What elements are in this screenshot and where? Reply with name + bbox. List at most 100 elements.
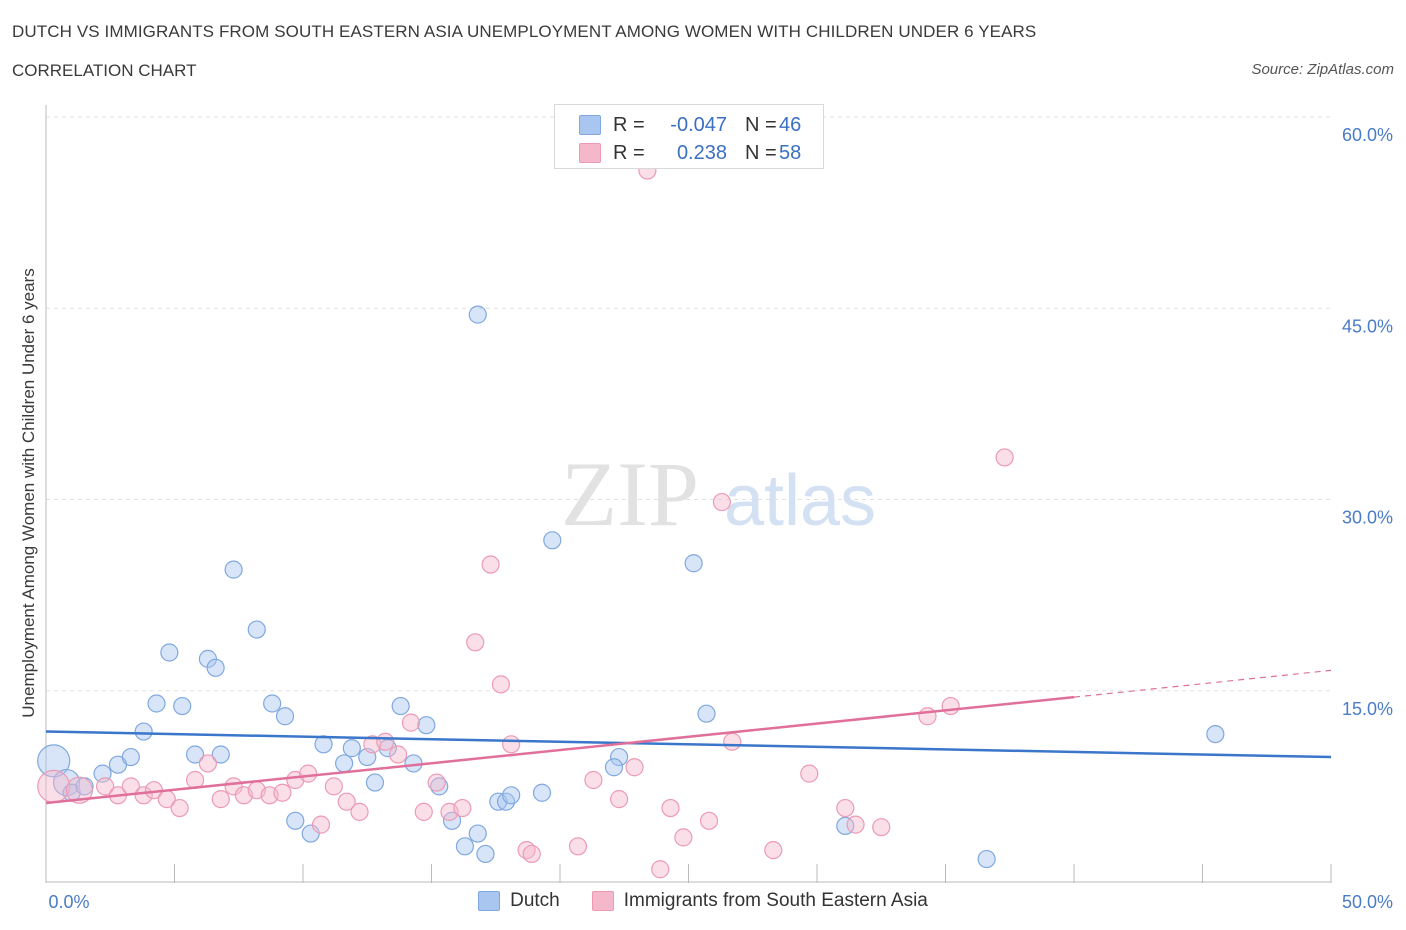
grid-lines — [46, 116, 1331, 692]
data-point — [723, 732, 742, 751]
legend-label-dutch: Dutch — [510, 890, 560, 911]
data-point — [712, 492, 732, 512]
data-point — [481, 555, 500, 574]
data-point — [468, 824, 487, 843]
y-tick-label: 60.0% — [1342, 125, 1393, 145]
data-point — [224, 560, 243, 579]
data-point — [941, 696, 960, 716]
data-point — [764, 841, 783, 860]
data-point — [584, 770, 603, 790]
sea-swatch — [579, 143, 601, 163]
data-point — [625, 758, 644, 777]
legend-item-dutch[interactable]: Dutch — [478, 890, 560, 912]
data-point — [522, 844, 541, 864]
data-point — [846, 815, 865, 834]
dutch-swatch — [478, 891, 501, 911]
data-point — [65, 776, 94, 804]
data-point — [697, 704, 716, 723]
chart-subtitle: CORRELATION CHART — [12, 61, 197, 80]
data-point — [455, 837, 475, 856]
data-point — [610, 747, 629, 767]
data-point — [275, 707, 295, 726]
data-point — [466, 633, 485, 652]
data-point — [1206, 724, 1225, 744]
r-label: R = — [613, 113, 645, 136]
data-point — [337, 792, 356, 811]
data-point — [604, 758, 624, 777]
y-axis-label: Unemployment Among Women with Children U… — [19, 268, 38, 717]
data-point — [37, 744, 71, 778]
data-point — [699, 811, 719, 830]
sea-trend-line — [45, 695, 1075, 805]
data-point — [476, 844, 495, 864]
watermark: ZIP atlas — [561, 443, 876, 545]
data-point — [198, 754, 218, 773]
data-point — [365, 773, 385, 792]
data-point — [247, 620, 266, 639]
data-point — [96, 777, 115, 796]
correlation-legend: R = -0.047 N = 46 R = 0.238 N = 58 — [554, 104, 824, 169]
data-point — [391, 696, 410, 716]
data-point — [314, 735, 333, 754]
data-point — [185, 745, 205, 764]
data-point — [918, 707, 937, 726]
data-point — [134, 786, 153, 805]
data-point — [401, 713, 421, 732]
legend-item-sea[interactable]: Immigrants from South Eastern Asia — [591, 890, 928, 912]
data-point — [299, 764, 318, 783]
data-point — [147, 694, 166, 713]
data-point — [170, 798, 189, 818]
data-point — [502, 735, 521, 754]
data-point — [491, 675, 510, 694]
data-point — [995, 448, 1014, 467]
y-tick-label: 30.0% — [1342, 508, 1393, 528]
data-point — [414, 802, 433, 821]
r-value: -0.047 — [670, 113, 727, 136]
data-point — [977, 849, 996, 869]
data-point — [263, 694, 282, 713]
data-point — [37, 769, 71, 803]
x-tick-label: 50.0% — [1342, 892, 1393, 912]
data-point — [674, 828, 693, 847]
r-value: 0.238 — [676, 141, 727, 164]
data-point — [610, 790, 629, 809]
data-point — [388, 745, 408, 764]
data-point — [800, 764, 819, 783]
sea-trend-extension — [1073, 669, 1332, 698]
sea-points — [37, 161, 1014, 879]
n-value: 58 — [779, 141, 802, 164]
data-point — [568, 837, 588, 856]
data-point — [311, 815, 331, 834]
sea-swatch — [591, 891, 614, 911]
data-point — [324, 777, 343, 796]
data-point — [134, 722, 153, 741]
data-point — [453, 798, 472, 818]
n-label: N = — [745, 113, 777, 136]
data-point — [301, 824, 320, 843]
y-tick-label: 15.0% — [1342, 699, 1393, 719]
axes — [45, 105, 1332, 883]
n-value: 46 — [779, 113, 802, 136]
data-point — [273, 783, 292, 802]
data-point — [468, 305, 487, 324]
data-point — [350, 802, 369, 821]
legend-label-sea: Immigrants from South Eastern Asia — [623, 890, 928, 911]
data-point — [211, 745, 230, 764]
legend-row-dutch: R = -0.047 N = 46 — [579, 113, 801, 137]
data-point — [532, 783, 552, 802]
y-tick-label: 45.0% — [1342, 316, 1393, 336]
data-point — [651, 860, 670, 879]
tick-labels: 15.0% 30.0% 45.0% 60.0% 0.0% 50.0% — [48, 125, 1393, 912]
source-label: Source: ZipAtlas.com — [1251, 61, 1394, 78]
dutch-trend-line — [45, 730, 1332, 759]
data-point — [502, 786, 521, 805]
data-point — [121, 747, 140, 767]
data-point — [417, 716, 436, 735]
watermark-atlas: atlas — [724, 461, 876, 541]
data-point — [376, 732, 395, 751]
data-point — [684, 554, 703, 573]
x-tick-label: 0.0% — [48, 892, 89, 912]
series-legend: Dutch Immigrants from South Eastern Asia — [0, 890, 1406, 912]
data-point — [206, 658, 225, 677]
